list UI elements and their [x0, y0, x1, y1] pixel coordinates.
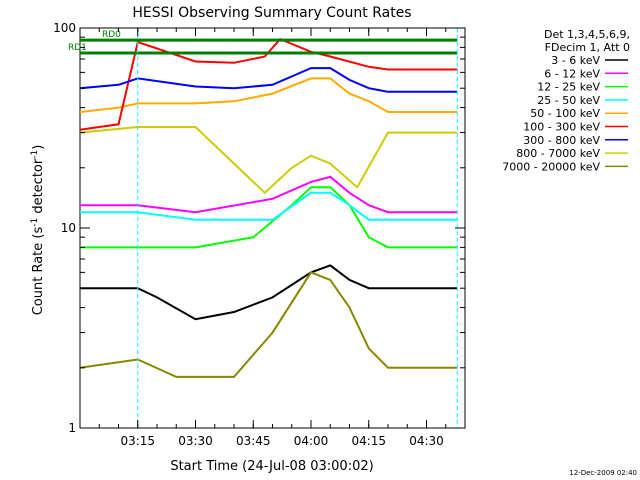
legend-label-2: 12 - 25 keV	[537, 81, 600, 94]
reference-lines: RD0 RD1	[68, 28, 458, 428]
reference-label-0: RD0	[102, 30, 121, 40]
y-axis-label: Count Rate (s-1 detector-1)	[30, 145, 46, 316]
x-tick-label-5: 04:30	[409, 434, 444, 448]
series-line-0	[80, 264, 458, 321]
series-line-4	[79, 77, 458, 113]
series-line-8	[79, 271, 458, 378]
series-line-3	[80, 191, 458, 221]
series-layer	[79, 37, 458, 378]
legend-header-1: FDecim 1, Att 0	[545, 41, 630, 54]
legend-label-0: 3 - 6 keV	[551, 54, 600, 67]
legend-label-7: 800 - 7000 keV	[516, 147, 600, 160]
chart-title: HESSI Observing Summary Count Rates	[132, 5, 411, 21]
legend-label-8: 7000 - 20000 keV	[502, 160, 600, 173]
y-axis-label-tail: detector	[31, 158, 46, 218]
legend-label-3: 25 - 50 keV	[537, 94, 600, 107]
legend-label-1: 6 - 12 keV	[544, 67, 600, 80]
x-tick-label-2: 03:45	[236, 434, 271, 448]
series-line-7	[79, 126, 458, 195]
x-tick-label-1: 03:30	[178, 434, 213, 448]
x-tick-label-3: 04:00	[294, 434, 329, 448]
x-axis-label: Start Time (24-Jul-08 03:00:02)	[170, 459, 373, 474]
reference-label-1: RD1	[68, 43, 87, 53]
axes: 03:15 03:30 03:45 04:00 04:15 04:30 1 10 100	[53, 21, 466, 448]
y-axis-label-text: Count Rate (s	[31, 227, 46, 316]
series-line-1	[80, 175, 458, 214]
series-line-2	[80, 186, 458, 249]
x-tick-label-0: 03:15	[120, 434, 155, 448]
y-axis-label-exp-2: -1	[30, 150, 40, 159]
timestamp: 12-Dec-2009 02:40	[569, 469, 637, 477]
y-tick-label-1: 10	[61, 221, 76, 235]
series-line-6	[79, 67, 458, 93]
x-tick-label-4: 04:15	[351, 434, 386, 448]
legend-label-6: 300 - 800 keV	[523, 134, 600, 147]
legend: Det 1,3,4,5,6,9,FDecim 1, Att 03 - 6 keV…	[502, 28, 630, 173]
legend-label-5: 100 - 300 keV	[523, 121, 600, 134]
y-tick-label-2: 100	[53, 21, 76, 35]
legend-header-0: Det 1,3,4,5,6,9,	[544, 28, 630, 41]
y-axis-label-close: )	[31, 145, 46, 150]
y-axis-label-exp: -1	[30, 218, 40, 227]
y-tick-label-0: 1	[68, 421, 76, 435]
legend-label-4: 50 - 100 keV	[530, 107, 600, 120]
